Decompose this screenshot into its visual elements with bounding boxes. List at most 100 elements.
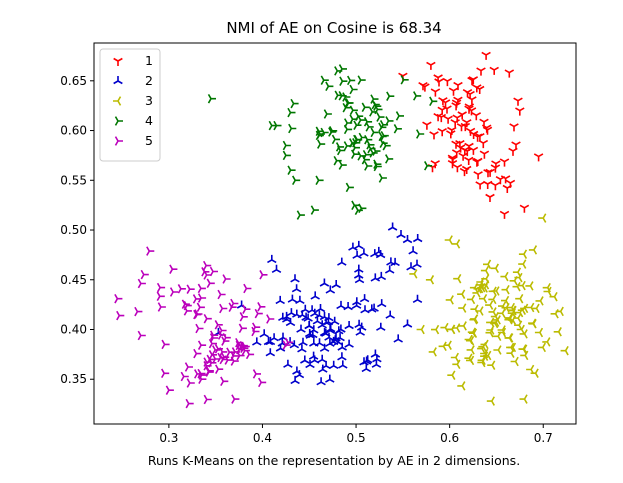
series-4-point bbox=[325, 81, 334, 92]
series-4-point bbox=[373, 159, 382, 169]
legend-marker bbox=[113, 57, 123, 66]
series-5-point bbox=[185, 398, 194, 409]
series-5-point bbox=[184, 362, 193, 372]
series-2-point bbox=[295, 295, 305, 304]
series-3-point bbox=[516, 324, 525, 335]
series-1-point bbox=[478, 139, 489, 149]
series-2-point bbox=[344, 321, 354, 330]
series-1-point bbox=[464, 142, 474, 151]
series-3-point bbox=[528, 318, 537, 328]
series-4-point bbox=[345, 98, 354, 108]
series-5-point bbox=[241, 345, 250, 356]
series-5-point bbox=[266, 314, 275, 324]
series-5-point bbox=[137, 278, 146, 289]
series-3-point bbox=[519, 344, 528, 354]
x-tick-label: 0.3 bbox=[159, 431, 178, 445]
series-4-point bbox=[416, 129, 425, 139]
series-5-point bbox=[196, 302, 205, 313]
series-5-point bbox=[254, 308, 263, 319]
series-2-point bbox=[338, 360, 348, 369]
series-5-point bbox=[165, 385, 174, 395]
series-4-point bbox=[395, 111, 404, 121]
series-3-point bbox=[550, 309, 559, 319]
series-2-point bbox=[348, 242, 358, 251]
series-3-point bbox=[525, 281, 534, 291]
series-4-point bbox=[349, 105, 358, 116]
series-3-point bbox=[464, 334, 473, 345]
series-3-point bbox=[560, 345, 569, 356]
series-3-point bbox=[493, 345, 502, 355]
series-5-point bbox=[238, 323, 247, 334]
series-3-point bbox=[477, 343, 486, 354]
series-2-point bbox=[304, 329, 315, 338]
series-1-point bbox=[482, 126, 493, 135]
series-2-point bbox=[271, 264, 282, 273]
series-2-point bbox=[359, 248, 369, 257]
series-3-point bbox=[452, 359, 461, 370]
series-3-point bbox=[534, 327, 544, 338]
series-3-point bbox=[549, 291, 558, 302]
series-5-point bbox=[282, 340, 291, 350]
series-4-point bbox=[333, 155, 342, 166]
series-1-point bbox=[490, 182, 501, 191]
series-2-point bbox=[344, 339, 354, 348]
series-3-point bbox=[444, 235, 453, 245]
series-3-point bbox=[519, 394, 528, 404]
series-4-point bbox=[310, 205, 319, 215]
series-2-point bbox=[372, 354, 382, 363]
series-1-point bbox=[474, 85, 485, 94]
series-2-point bbox=[343, 302, 353, 311]
series-4-point bbox=[361, 102, 370, 113]
series-2-point bbox=[290, 375, 300, 385]
series-3-point bbox=[497, 325, 506, 335]
series-5-point bbox=[231, 394, 240, 404]
series-1-point bbox=[459, 167, 470, 177]
series-3-point bbox=[488, 307, 497, 317]
series-2-point bbox=[353, 270, 364, 279]
series-2-point bbox=[408, 246, 418, 255]
series-1-point bbox=[490, 164, 501, 173]
series-1-point bbox=[502, 184, 513, 193]
series-2-point bbox=[402, 235, 413, 244]
series-2-point bbox=[361, 363, 372, 373]
series-3-point bbox=[438, 341, 447, 352]
series-4-point bbox=[323, 109, 332, 119]
series-3-point bbox=[458, 321, 467, 331]
legend-label: 2 bbox=[145, 73, 153, 88]
series-5-point bbox=[226, 347, 235, 357]
legend-label: 4 bbox=[145, 113, 153, 128]
series-2-point bbox=[300, 355, 310, 364]
series-3-point bbox=[497, 308, 506, 319]
series-3-point bbox=[515, 307, 524, 318]
series-5-point bbox=[205, 366, 214, 376]
series-1-point bbox=[468, 76, 479, 85]
series-2-point bbox=[336, 300, 346, 310]
series-1-point bbox=[433, 113, 443, 122]
series-2-point bbox=[352, 250, 362, 259]
series-4-point bbox=[376, 112, 385, 122]
series-1-point bbox=[448, 87, 459, 96]
axes-frame bbox=[93, 42, 577, 425]
series-3-point bbox=[518, 259, 527, 269]
series-4-point bbox=[353, 120, 362, 130]
series-4-point bbox=[320, 75, 329, 85]
series-2-point bbox=[321, 317, 331, 326]
series-5-point bbox=[197, 293, 207, 303]
series-1-point bbox=[447, 160, 458, 169]
x-tick-label: 0.6 bbox=[440, 431, 459, 445]
series-1-point bbox=[452, 164, 463, 173]
series-2-point bbox=[275, 295, 285, 305]
series-3-point bbox=[445, 295, 454, 305]
series-1-point bbox=[453, 96, 463, 105]
series-4-point bbox=[334, 90, 343, 101]
series-1-point bbox=[509, 123, 519, 132]
series-5-point bbox=[222, 274, 231, 284]
series-2-point bbox=[360, 305, 370, 314]
series-5-point bbox=[169, 287, 179, 297]
y-tick-label: 0.45 bbox=[60, 273, 87, 287]
series-5-point bbox=[251, 326, 260, 337]
series-3-point bbox=[453, 273, 462, 284]
series-4-point bbox=[339, 76, 348, 86]
x-tick-label: 0.4 bbox=[253, 431, 272, 445]
